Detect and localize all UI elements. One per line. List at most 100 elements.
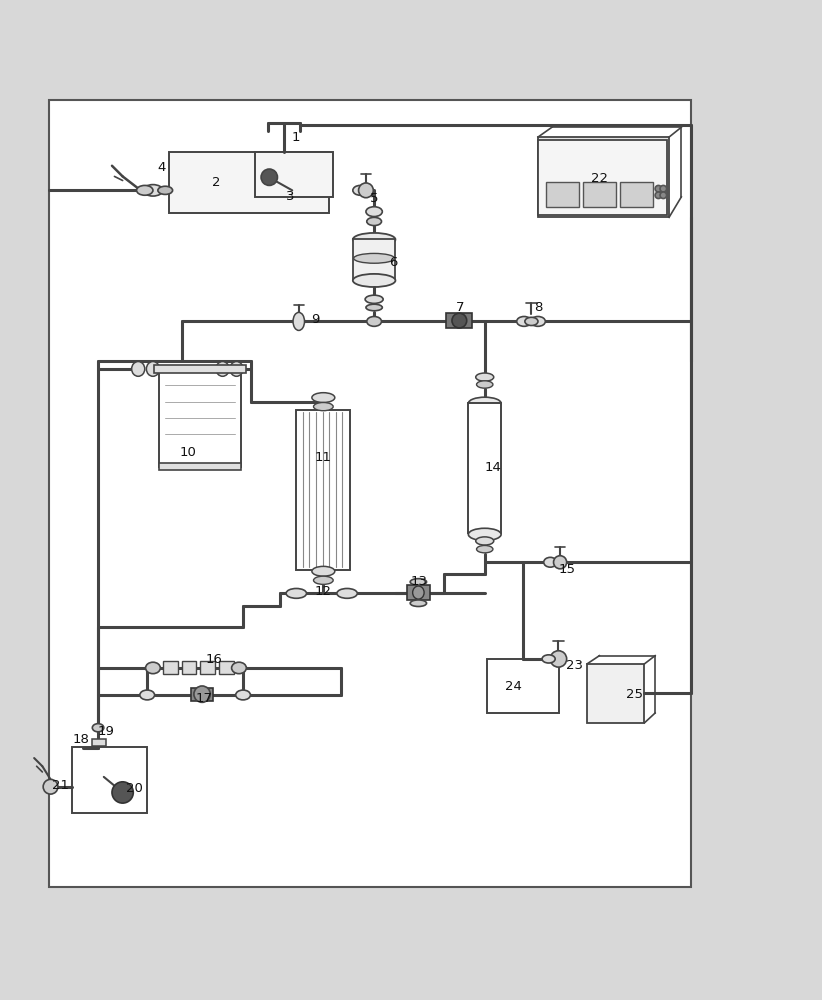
Text: 23: 23 <box>566 659 584 672</box>
Text: 20: 20 <box>127 782 143 795</box>
Bar <box>353 239 395 279</box>
Ellipse shape <box>531 316 545 326</box>
Text: 4: 4 <box>157 161 165 174</box>
Ellipse shape <box>366 207 382 217</box>
Text: 15: 15 <box>558 563 575 576</box>
Bar <box>546 182 579 207</box>
Ellipse shape <box>353 274 395 287</box>
Ellipse shape <box>366 304 382 311</box>
Ellipse shape <box>469 397 501 409</box>
Ellipse shape <box>293 312 304 330</box>
Ellipse shape <box>543 557 556 567</box>
Bar <box>256 152 333 197</box>
Ellipse shape <box>143 185 163 196</box>
Ellipse shape <box>136 185 153 195</box>
Bar <box>154 365 246 373</box>
Ellipse shape <box>158 186 173 194</box>
Ellipse shape <box>413 586 424 599</box>
Ellipse shape <box>525 317 538 326</box>
Text: 11: 11 <box>315 451 332 464</box>
Ellipse shape <box>146 362 159 376</box>
Ellipse shape <box>365 295 383 303</box>
Ellipse shape <box>337 588 358 598</box>
Ellipse shape <box>410 579 427 585</box>
Bar <box>538 140 667 215</box>
Circle shape <box>655 185 662 192</box>
Ellipse shape <box>477 381 493 388</box>
Bar <box>407 585 430 600</box>
Bar <box>91 739 106 746</box>
Bar <box>587 664 644 723</box>
Bar <box>296 410 349 570</box>
Text: 24: 24 <box>505 680 522 693</box>
Bar <box>487 659 559 713</box>
Circle shape <box>261 169 278 185</box>
Bar <box>583 182 616 207</box>
Text: 12: 12 <box>315 585 332 598</box>
Ellipse shape <box>312 566 335 576</box>
Text: 1: 1 <box>292 131 301 144</box>
Ellipse shape <box>353 233 395 246</box>
Ellipse shape <box>469 528 501 541</box>
Ellipse shape <box>367 316 381 326</box>
Circle shape <box>660 192 667 199</box>
Text: 13: 13 <box>411 575 427 588</box>
Text: 3: 3 <box>285 190 294 203</box>
Bar <box>201 661 215 674</box>
Ellipse shape <box>313 576 333 584</box>
Bar <box>48 100 691 887</box>
Bar <box>620 182 653 207</box>
Bar <box>446 313 473 328</box>
Text: 16: 16 <box>206 653 223 666</box>
Circle shape <box>655 192 662 199</box>
Bar <box>219 661 234 674</box>
Text: 6: 6 <box>389 256 397 269</box>
Text: 17: 17 <box>196 692 213 705</box>
Ellipse shape <box>132 362 145 376</box>
Text: 5: 5 <box>370 192 378 205</box>
Circle shape <box>358 183 373 198</box>
Bar <box>72 747 147 813</box>
Text: 14: 14 <box>484 461 501 474</box>
Text: 21: 21 <box>52 779 69 792</box>
Ellipse shape <box>92 724 104 732</box>
Ellipse shape <box>542 655 555 663</box>
Text: 8: 8 <box>533 301 543 314</box>
Ellipse shape <box>140 690 155 700</box>
Bar <box>169 152 329 213</box>
Text: 7: 7 <box>456 301 464 314</box>
Circle shape <box>550 651 566 667</box>
Ellipse shape <box>476 373 494 381</box>
Ellipse shape <box>410 600 427 606</box>
Text: 19: 19 <box>98 725 115 738</box>
Ellipse shape <box>367 217 381 226</box>
Text: 10: 10 <box>180 446 196 459</box>
Bar <box>182 661 196 674</box>
Ellipse shape <box>286 588 307 598</box>
Circle shape <box>452 313 467 328</box>
Ellipse shape <box>353 185 367 195</box>
Ellipse shape <box>313 403 333 411</box>
Text: 9: 9 <box>311 313 319 326</box>
Bar <box>159 463 241 470</box>
Ellipse shape <box>476 537 494 545</box>
Bar <box>538 137 669 217</box>
Bar <box>163 661 178 674</box>
Bar <box>192 688 213 701</box>
Text: 22: 22 <box>591 172 608 185</box>
Ellipse shape <box>517 316 532 326</box>
Circle shape <box>553 556 566 569</box>
Circle shape <box>194 686 210 702</box>
Ellipse shape <box>236 690 251 700</box>
Ellipse shape <box>353 253 395 263</box>
Text: 18: 18 <box>72 733 90 746</box>
Ellipse shape <box>312 393 335 403</box>
Ellipse shape <box>216 362 229 376</box>
Text: 25: 25 <box>626 688 643 701</box>
Bar <box>469 403 501 533</box>
Circle shape <box>660 185 667 192</box>
Bar <box>159 371 241 467</box>
Ellipse shape <box>145 662 160 674</box>
Circle shape <box>44 779 58 794</box>
Ellipse shape <box>232 662 247 674</box>
